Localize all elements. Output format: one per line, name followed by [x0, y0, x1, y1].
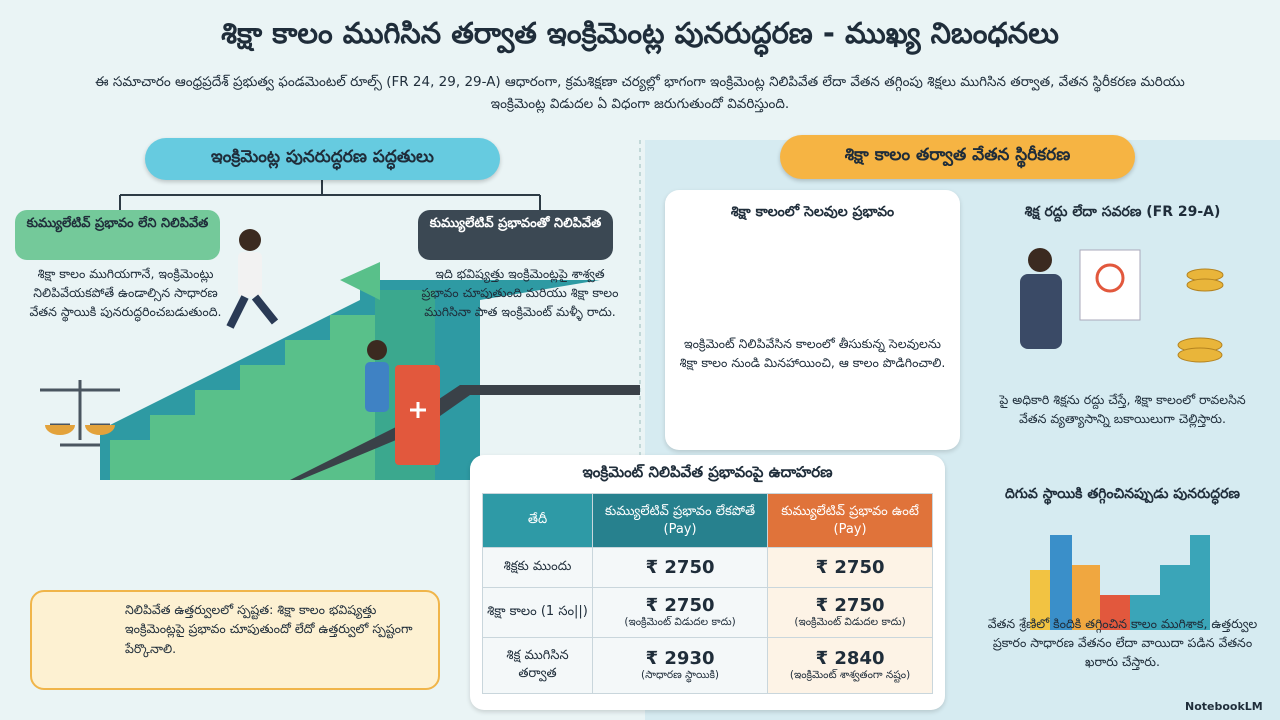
- note-text: నిలిపివేత ఉత్తర్వులలో స్పష్టత: శిక్షా కా…: [125, 602, 413, 656]
- table-cell: ₹ 2750 (ఇంక్రిమెంట్ విడుదల కాదు): [767, 587, 933, 638]
- amount: ₹ 2750: [815, 594, 885, 616]
- row-label: శిక్ష ముగిసిన తర్వాత: [506, 647, 569, 681]
- card-text: పై అధికారి శిక్షను రద్దు చేస్తే, శిక్షా …: [999, 392, 1246, 426]
- table-cell: శిక్షా కాలం (1 సం||): [482, 587, 593, 638]
- table-row: శిక్షా కాలం (1 సం||) ₹ 2750 (ఇంక్రిమెంట్ వ…: [482, 587, 933, 638]
- header-cell: తేదీ: [482, 493, 593, 548]
- card-title: శిక్షా కాలంలో సెలవుల ప్రభావం: [730, 204, 895, 220]
- table-cell: శిక్షకు ముందు: [482, 547, 593, 588]
- card: శిక్ష రద్దు లేదా సవరణ (FR 29-A) పై అధికా…: [975, 190, 1270, 465]
- table-cell: ₹ 2750: [767, 547, 933, 588]
- amount-note: (ఇంక్రిమెంట్ విడుదల కాదు): [624, 615, 736, 628]
- subtitle: ఈ సమాచారం ఆంధ్రప్రదేశ్ ప్రభుత్వ ఫండమెంటల…: [95, 74, 1185, 112]
- card-text: ఇంక్రిమెంట్ నిలిపివేసిన కాలంలో తీసుకున్న…: [679, 336, 946, 370]
- table-title: ఇంక్రిమెంట్ నిలిపివేత ప్రభావంపై ఉదాహరణ: [582, 463, 833, 481]
- table-cell: శిక్ష ముగిసిన తర్వాత: [482, 637, 593, 694]
- amount: ₹ 2750: [645, 594, 715, 616]
- amount: ₹ 2930: [645, 647, 715, 669]
- cumulative-text: ఇది భవిష్యత్తు ఇంక్రిమెంట్లపై శాశ్వత ప్ర…: [421, 266, 619, 319]
- table-cell: ₹ 2930 (సాధారణ స్థాయికి): [591, 637, 769, 694]
- header-cell: కుమ్యులేటివ్ ప్రభావం లేకపోతే (Pay): [591, 493, 769, 548]
- non-cumulative-text: శిక్షా కాలం ముగియగానే, ఇంక్రిమెంట్లు నిల…: [29, 266, 222, 319]
- brand: NotebookLM: [1185, 700, 1263, 713]
- amount-note: (ఇంక్రిమెంట్ శాశ్వతంగా నష్టం): [789, 668, 911, 681]
- table-row: శిక్షకు ముందు ₹ 2750 ₹ 2750: [482, 547, 933, 588]
- non-cumulative-title: కుమ్యులేటివ్ ప్రభావం లేని నిలిపివేత: [15, 210, 220, 260]
- note-box: [30, 590, 440, 690]
- table-cell: ₹ 2750 (ఇంక్రిమెంట్ విడుదల కాదు): [591, 587, 769, 638]
- card-title: శిక్ష రద్దు లేదా సవరణ (FR 29-A): [1024, 204, 1221, 220]
- card-title: దిగువ స్థాయికి తగ్గించినప్పుడు పునరుద్ధర…: [1005, 486, 1240, 502]
- table-cell: ₹ 2840 (ఇంక్రిమెంట్ శాశ్వతంగా నష్టం): [767, 637, 933, 694]
- card-text: వేతన శ్రేణిలో కిందికి తగ్గించిన కాలం ముగ…: [987, 616, 1258, 669]
- amount: ₹ 2750: [645, 557, 715, 578]
- table-card: ఇంక్రిమెంట్ నిలిపివేత ప్రభావంపై ఉదాహరణ త…: [470, 455, 945, 710]
- card: దిగువ స్థాయికి తగ్గించినప్పుడు పునరుద్ధర…: [975, 478, 1270, 705]
- row-label: శిక్షా కాలం (1 సం||): [487, 603, 588, 619]
- table-row: శిక్ష ముగిసిన తర్వాత ₹ 2930 (సాధారణ స్థాయి…: [482, 637, 933, 694]
- card: శిక్షా కాలంలో సెలవుల ప్రభావం ఇంక్రిమెంట్…: [665, 190, 960, 450]
- header-cell: కుమ్యులేటివ్ ప్రభావం ఉంటే (Pay): [767, 493, 933, 548]
- left-heading: ఇంక్రిమెంట్ల పునరుద్ధరణ పద్ధతులు: [145, 138, 500, 180]
- right-heading: శిక్షా కాలం తర్వాత వేతన స్థిరీకరణ: [780, 135, 1135, 179]
- cumulative-title: కుమ్యులేటివ్ ప్రభావంతో నిలిపివేత: [418, 210, 613, 260]
- row-label: శిక్షకు ముందు: [503, 558, 572, 574]
- title: శిక్షా కాలం ముగిసిన తర్వాత ఇంక్రిమెంట్ల …: [221, 16, 1059, 50]
- amount: ₹ 2840: [815, 647, 885, 669]
- table: తేదీ కుమ్యులేటివ్ ప్రభావం లేకపోతే (Pay) కు…: [482, 493, 933, 694]
- amount: ₹ 2750: [815, 557, 885, 578]
- table-cell: ₹ 2750: [591, 547, 769, 588]
- amount-note: (ఇంక్రిమెంట్ విడుదల కాదు): [794, 615, 906, 628]
- amount-note: (సాధారణ స్థాయికి): [641, 668, 720, 681]
